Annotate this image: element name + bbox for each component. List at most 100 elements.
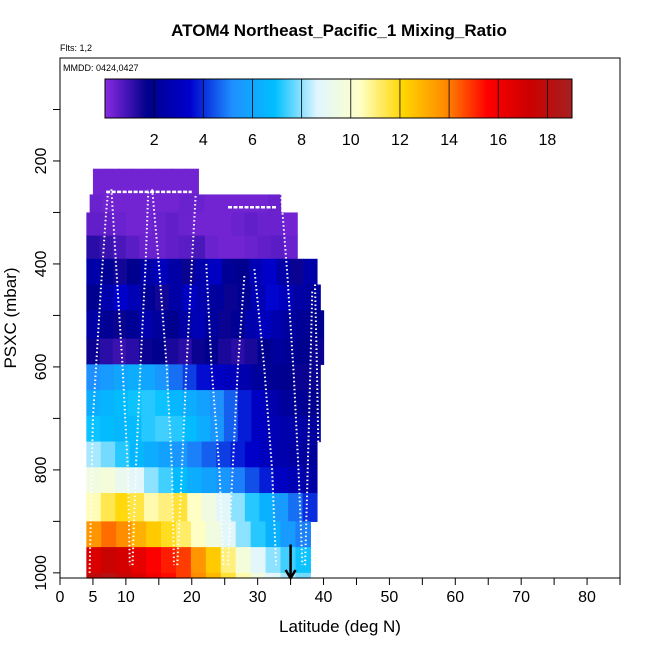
colorbar-gradient (105, 79, 572, 118)
heatmap-cell (113, 258, 128, 286)
heatmap-cell (99, 235, 114, 260)
heatmap-cell (220, 521, 237, 548)
heatmap-cell (100, 390, 115, 417)
heatmap-cell (205, 572, 222, 579)
heatmap-cell (190, 547, 207, 574)
heatmap-cell (178, 212, 193, 237)
heatmap-cell (144, 441, 160, 468)
flight-profile (227, 274, 246, 566)
heatmap-cell (155, 415, 170, 443)
y-axis: 200 400 600 800 1000 (33, 108, 60, 591)
y-tick-label: 1000 (33, 555, 50, 591)
heatmap-cell (190, 521, 207, 548)
heatmap-cell (310, 310, 325, 340)
heatmap-cell (175, 547, 192, 574)
heatmap-cell (101, 547, 117, 574)
heatmap-cell (284, 212, 298, 237)
heatmap-cell (116, 521, 132, 548)
heatmap-cell (267, 194, 282, 214)
heatmap-cell (306, 364, 321, 391)
heatmap-cell (242, 194, 256, 214)
heatmap-cell (292, 364, 308, 391)
heatmap-cell (152, 338, 167, 365)
heatmap-cell (129, 493, 145, 522)
heatmap-cell (284, 310, 298, 340)
heatmap-cell (125, 310, 140, 340)
heatmap-cell (165, 235, 180, 260)
heatmap-cell (99, 338, 114, 365)
heatmap-cell (201, 493, 217, 522)
heatmap-cell (288, 467, 304, 494)
heatmap-cell (127, 194, 142, 214)
heatmap-cell (235, 572, 252, 579)
heatmap-cell (153, 194, 167, 214)
heatmap-cell (265, 364, 280, 391)
heatmap-cell (278, 364, 294, 391)
flight-profile (151, 189, 175, 566)
heatmap-cell (265, 284, 280, 311)
heatmap-cell (235, 258, 250, 286)
heatmap-cell (297, 310, 311, 340)
heatmap-cell (113, 364, 129, 391)
heatmap-cell (92, 168, 107, 196)
heatmap-cell (112, 338, 127, 365)
heatmap-cell (257, 310, 272, 340)
heatmap-cell (100, 415, 115, 443)
heatmap-cell (218, 212, 232, 237)
heatmap-cell (182, 390, 198, 417)
heatmap-cell (244, 338, 259, 365)
x-tick-label: 30 (249, 589, 267, 606)
heatmap-cell (86, 572, 102, 579)
heatmap-cell (116, 547, 132, 574)
colorbar: 2 4 6 8 10 12 14 16 18 (104, 78, 573, 149)
flight-profile (253, 269, 278, 566)
heatmap-cell (280, 521, 297, 548)
heatmap-cell (306, 284, 321, 311)
heatmap-cell (229, 194, 244, 214)
heatmap-cell (140, 258, 155, 286)
heatmap-cell (235, 547, 252, 574)
heatmap-cell (288, 493, 304, 522)
heatmap-cell (204, 235, 219, 260)
heatmap-cell (182, 364, 198, 391)
heatmap-cell (273, 441, 289, 468)
heatmap-cell (306, 415, 321, 443)
heatmap-cell (129, 441, 145, 468)
heatmap-cell (231, 235, 246, 260)
heatmap-cell (141, 284, 156, 311)
x-tick-label: 20 (183, 589, 201, 606)
heatmap-cell (187, 467, 203, 494)
heatmap (86, 168, 325, 579)
heatmap-cell (140, 194, 154, 214)
heatmap-cell (139, 212, 153, 237)
heatmap-cell (302, 493, 318, 522)
heatmap-cell (284, 235, 298, 260)
heatmap-cell (265, 547, 282, 574)
heatmap-cell (216, 441, 232, 468)
heatmap-cell (273, 493, 289, 522)
heatmap-cell (100, 364, 115, 391)
heatmap-cell (244, 310, 259, 340)
heatmap-cell (161, 521, 177, 548)
heatmap-cell (185, 168, 199, 196)
x-tick-label: 10 (117, 589, 135, 606)
heatmap-cell (181, 258, 196, 286)
heatmap-cell (100, 284, 115, 311)
heatmap-cell (217, 194, 231, 214)
heatmap-cell (112, 310, 127, 340)
heatmap-cell (141, 364, 156, 391)
colorbar-tick-label: 2 (150, 132, 159, 149)
heatmap-cell (237, 364, 253, 391)
heatmap-cell (230, 493, 246, 522)
heatmap-cell (270, 310, 285, 340)
heatmap-cell (131, 521, 147, 548)
heatmap-cell (146, 521, 162, 548)
heatmap-cell (101, 572, 117, 579)
heatmap-cell (210, 390, 225, 417)
heatmap-cell (259, 493, 275, 522)
heatmap-cell (86, 338, 101, 365)
heatmap-cell (303, 258, 318, 286)
heatmap-cell (100, 441, 116, 468)
heatmap-cell (210, 284, 225, 311)
heatmap-cell (191, 338, 206, 365)
